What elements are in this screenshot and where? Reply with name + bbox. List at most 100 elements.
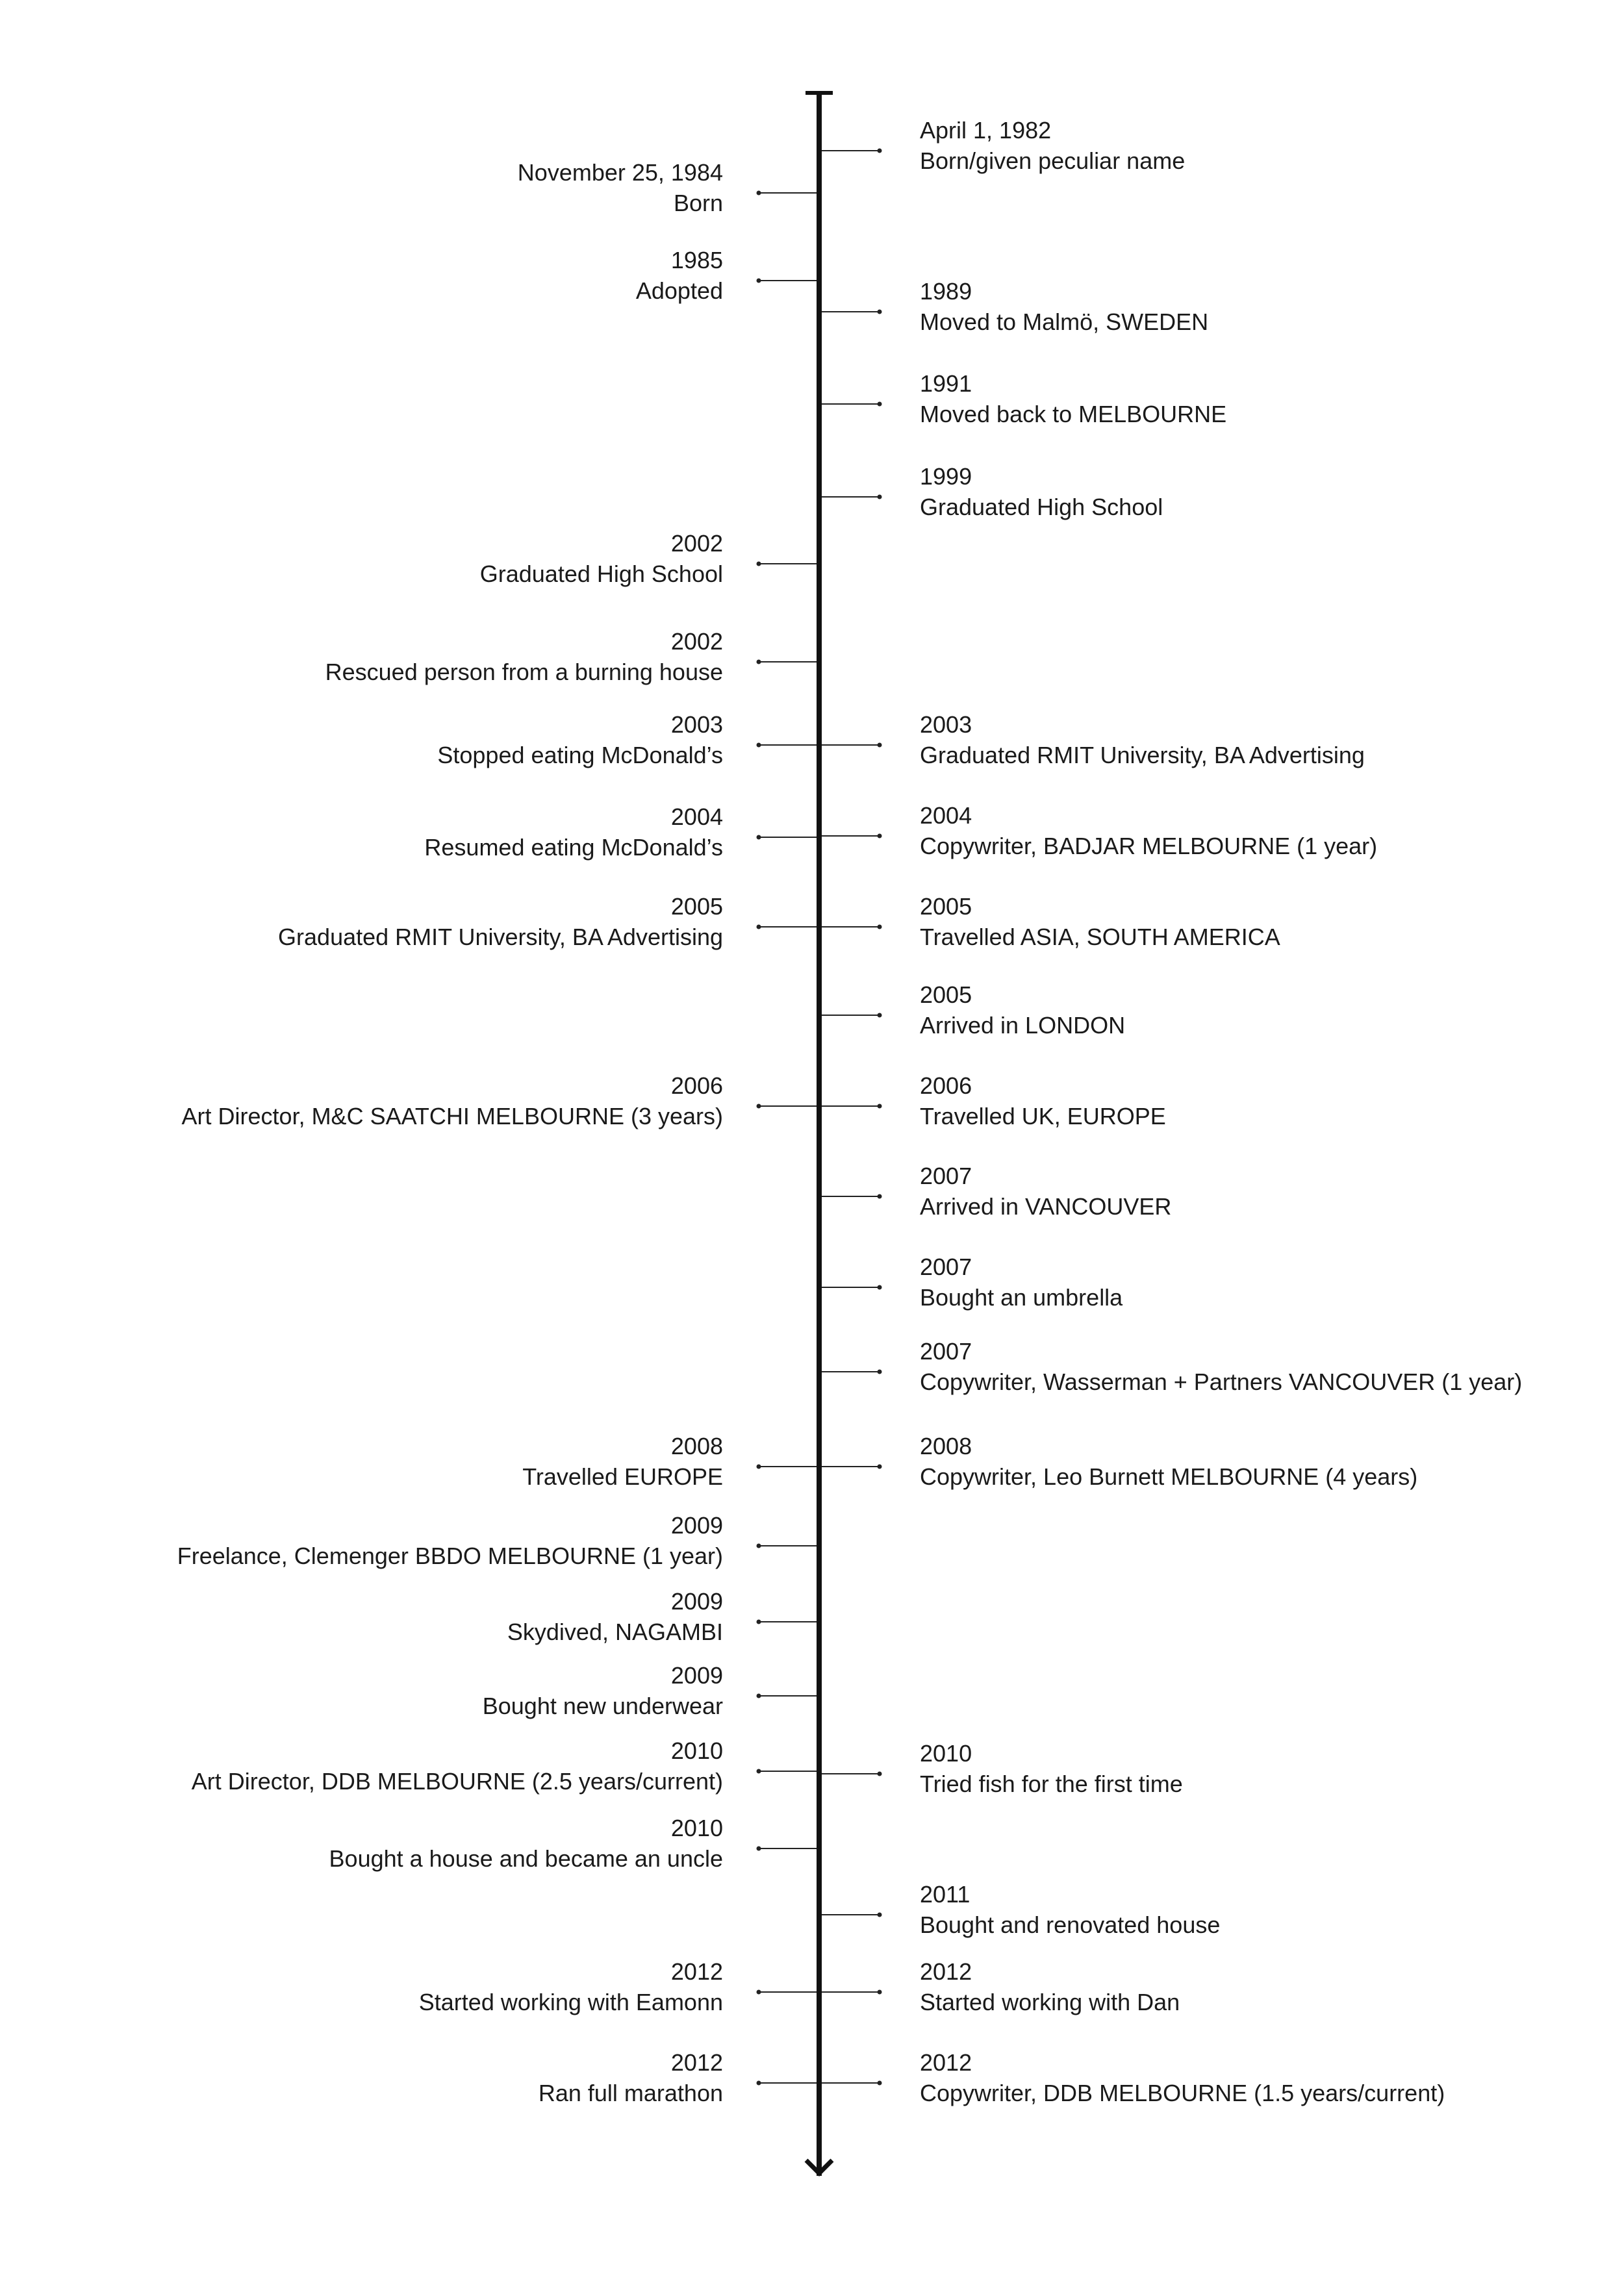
right-event: 2006 Travelled UK, EUROPE (920, 1070, 1569, 1131)
right-event: 2007 Bought an umbrella (920, 1252, 1569, 1313)
left-event: 2005 Graduated RMIT University, BA Advert… (73, 891, 723, 952)
event-date: 2012 (920, 1958, 972, 1985)
event-date: 2012 (670, 2049, 723, 2076)
left-event: 2009 Bought new underwear (73, 1660, 723, 1721)
event-description: Moved back to MELBOURNE (920, 401, 1227, 427)
event-description: Arrived in LONDON (920, 1012, 1126, 1039)
left-connector-dot (756, 1769, 761, 1774)
event-date: 2010 (920, 1740, 972, 1767)
right-event: 2008 Copywriter, Leo Burnett MELBOURNE (4… (920, 1431, 1569, 1492)
right-connector-dot (877, 1464, 882, 1469)
event-description: Travelled EUROPE (522, 1463, 723, 1490)
left-connector-dot (756, 278, 761, 283)
event-date: 2003 (670, 711, 723, 738)
event-date: November 25, 1984 (517, 159, 723, 186)
event-date: 2012 (670, 1958, 723, 1985)
left-event: 2003 Stopped eating McDonald’s (73, 709, 723, 770)
left-connector-dot (756, 742, 761, 748)
right-connector-dot (877, 401, 882, 407)
left-connector-dot (756, 2080, 761, 2086)
right-event: 2007 Copywriter, Wasserman + Partners VAN… (920, 1336, 1569, 1397)
left-connector-dot (756, 835, 761, 840)
event-date: 2003 (920, 711, 972, 738)
right-connector-dot (877, 1013, 882, 1018)
right-connector-dot (877, 309, 882, 314)
right-connector-dot (877, 1912, 882, 1917)
right-connector-dot (877, 1989, 882, 1995)
left-event: 2009 Skydived, NAGAMBI (73, 1586, 723, 1647)
event-date: 2009 (670, 1512, 723, 1539)
right-event: 2010 Tried fish for the first time (920, 1738, 1569, 1799)
right-connector-dot (877, 494, 882, 499)
event-date: 2006 (920, 1072, 972, 1099)
left-connector-dot (756, 561, 761, 566)
right-event: 2005 Travelled ASIA, SOUTH AMERICA (920, 891, 1569, 952)
event-description: Freelance, Clemenger BBDO MELBOURNE (1 y… (177, 1543, 723, 1569)
right-event: 2004 Copywriter, BADJAR MELBOURNE (1 year… (920, 800, 1569, 861)
right-connector-dot (877, 1369, 882, 1374)
event-description: Bought a house and became an uncle (329, 1845, 723, 1872)
event-description: Travelled ASIA, SOUTH AMERICA (920, 924, 1280, 950)
event-description: Copywriter, Leo Burnett MELBOURNE (4 yea… (920, 1463, 1418, 1490)
right-event: 1999 Graduated High School (920, 461, 1569, 522)
event-description: Bought new underwear (482, 1693, 723, 1719)
event-description: Art Director, M&C SAATCHI MELBOURNE (3 y… (181, 1103, 723, 1129)
event-description: Ran full marathon (538, 2080, 723, 2106)
event-date: 2005 (920, 893, 972, 920)
event-date: 2011 (920, 1881, 971, 1908)
right-connector-dot (877, 148, 882, 153)
left-event: 2002 Rescued person from a burning house (73, 626, 723, 687)
left-event: 2009 Freelance, Clemenger BBDO MELBOURNE … (73, 1510, 723, 1571)
event-description: Born (673, 190, 723, 216)
event-date: 2002 (670, 530, 723, 557)
left-event: 2002 Graduated High School (73, 528, 723, 589)
event-description: Skydived, NAGAMBI (507, 1619, 723, 1645)
event-description: Bought and renovated house (920, 1911, 1221, 1938)
event-description: Graduated RMIT University, BA Advertisin… (920, 742, 1365, 768)
event-description: Moved to Malmö, SWEDEN (920, 309, 1209, 335)
event-date: 2010 (670, 1815, 723, 1841)
left-connector-dot (756, 1543, 761, 1548)
right-connector-dot (877, 1194, 882, 1199)
left-connector-dot (756, 1693, 761, 1698)
event-date: 1999 (920, 463, 972, 490)
right-event: 2003 Graduated RMIT University, BA Advert… (920, 709, 1569, 770)
left-event: 2012 Started working with Eamonn (73, 1956, 723, 2017)
event-date: 2009 (670, 1662, 723, 1689)
event-date: 2009 (670, 1588, 723, 1615)
right-connector-dot (877, 742, 882, 748)
event-description: Bought an umbrella (920, 1284, 1123, 1311)
event-date: 2004 (920, 802, 972, 829)
event-description: Graduated RMIT University, BA Advertisin… (278, 924, 723, 950)
event-date: 2006 (670, 1072, 723, 1099)
left-connector-dot (756, 1464, 761, 1469)
left-event: 2010 Art Director, DDB MELBOURNE (2.5 yea… (73, 1735, 723, 1797)
event-date: 2002 (670, 628, 723, 655)
left-connector-dot (756, 190, 761, 196)
event-description: Copywriter, DDB MELBOURNE (1.5 years/cur… (920, 2080, 1445, 2106)
event-description: Born/given peculiar name (920, 147, 1186, 174)
right-connector-dot (877, 2080, 882, 2086)
timeline-arrowhead (804, 2158, 834, 2176)
right-event: April 1, 1982 Born/given peculiar name (920, 115, 1569, 176)
right-connector-dot (877, 924, 882, 929)
event-date: 2005 (670, 893, 723, 920)
event-date: 2008 (920, 1433, 972, 1459)
event-date: 2007 (920, 1338, 972, 1365)
right-event: 2012 Copywriter, DDB MELBOURNE (1.5 years… (920, 2047, 1569, 2108)
event-description: Started working with Dan (920, 1989, 1180, 2015)
event-date: 2012 (920, 2049, 972, 2076)
event-date: 1989 (920, 278, 972, 305)
event-description: Copywriter, BADJAR MELBOURNE (1 year) (920, 833, 1378, 859)
right-event: 2011 Bought and renovated house (920, 1879, 1569, 1940)
right-event: 1989 Moved to Malmö, SWEDEN (920, 276, 1569, 337)
event-description: Rescued person from a burning house (325, 659, 723, 685)
left-connector-dot (756, 924, 761, 929)
right-event: 2012 Started working with Dan (920, 1956, 1569, 2017)
event-description: Tried fish for the first time (920, 1771, 1183, 1797)
left-event: 2012 Ran full marathon (73, 2047, 723, 2108)
left-connector-dot (756, 1846, 761, 1851)
right-event: 1991 Moved back to MELBOURNE (920, 368, 1569, 429)
right-event: 2007 Arrived in VANCOUVER (920, 1161, 1569, 1222)
